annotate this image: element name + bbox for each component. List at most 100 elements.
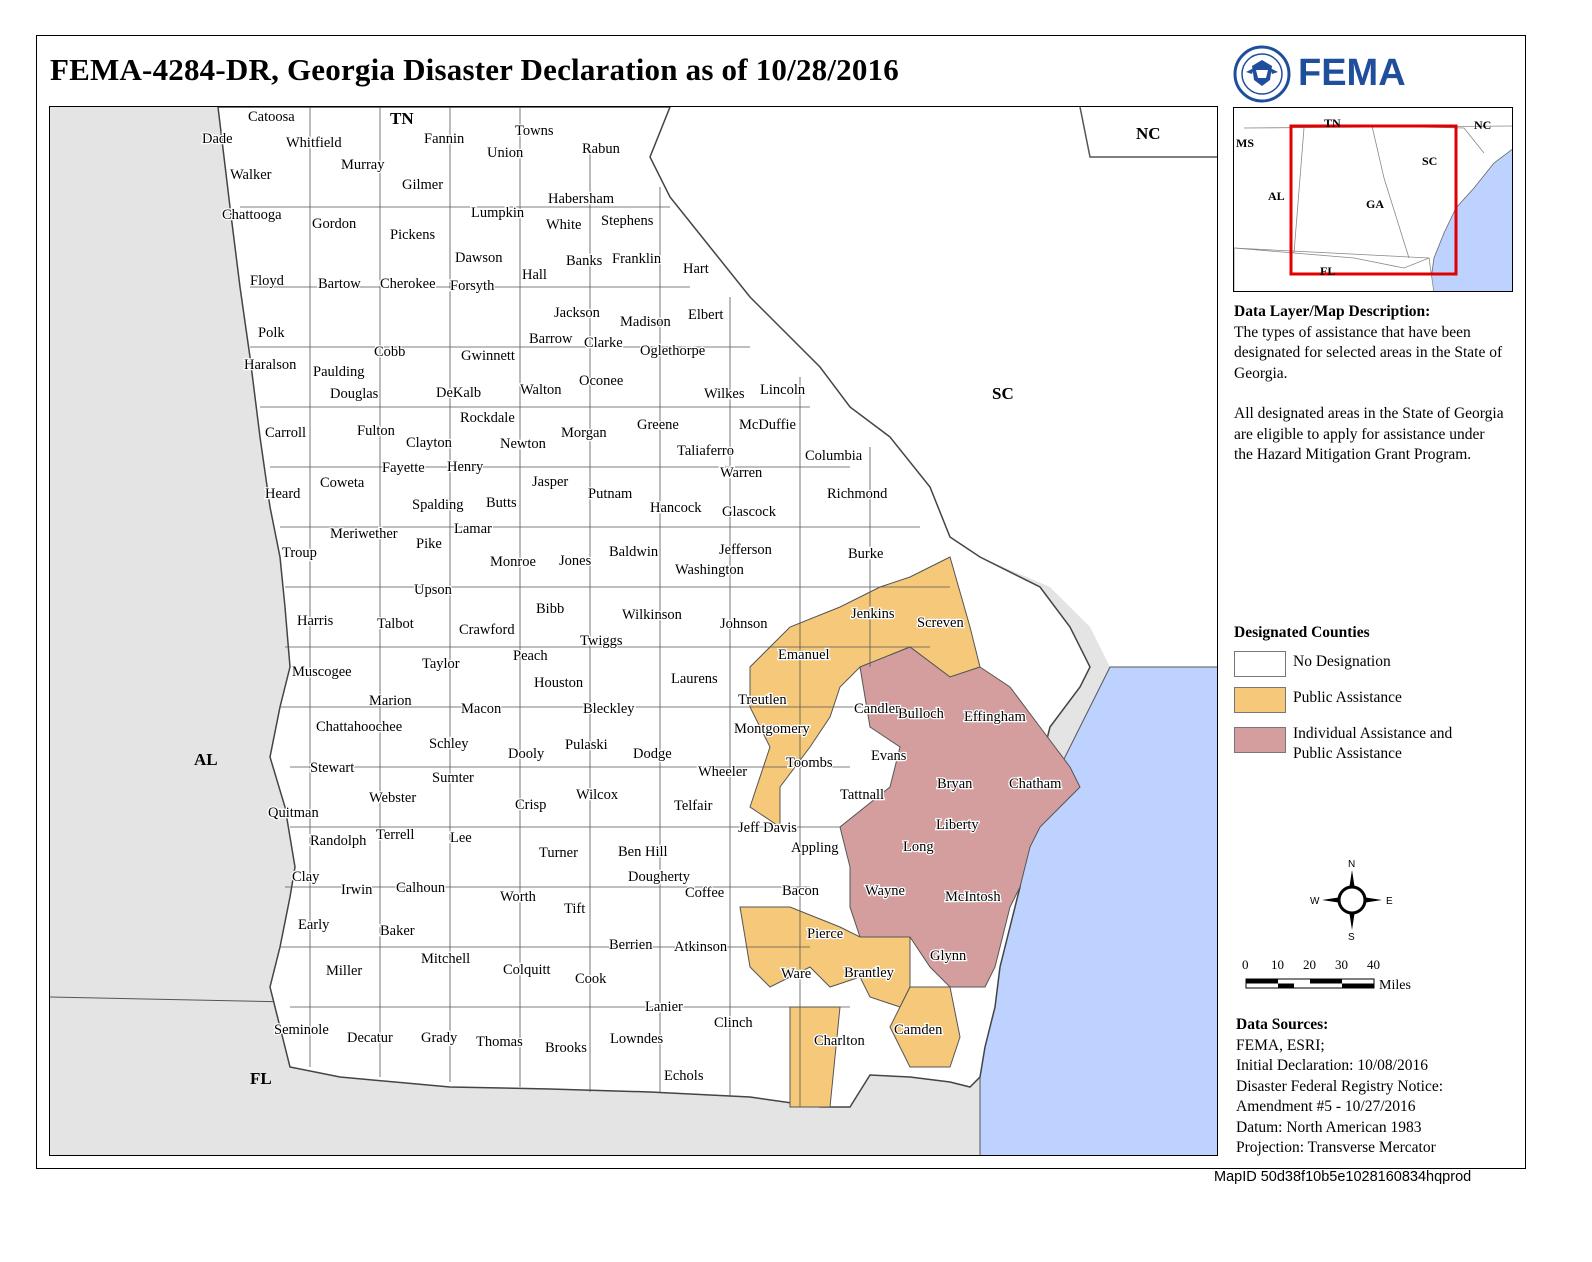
state-label-al: AL (194, 750, 218, 769)
county-label-glynn: Glynn (930, 948, 967, 964)
county-label-butts: Butts (486, 495, 517, 511)
county-label-henry: Henry (447, 459, 484, 475)
state-label-nc: NC (1136, 124, 1161, 143)
county-label-pulaski: Pulaski (565, 737, 608, 753)
county-label-dawson: Dawson (455, 250, 503, 266)
county-label-coffee: Coffee (685, 885, 724, 901)
scale-tick: 40 (1367, 957, 1380, 972)
county-label-banks: Banks (566, 253, 603, 269)
county-label-franklin: Franklin (612, 251, 662, 267)
county-label-mcduffie: McDuffie (739, 417, 796, 433)
county-label-telfair: Telfair (674, 798, 713, 814)
county-label-burke: Burke (848, 546, 883, 562)
county-label-liberty: Liberty (936, 817, 979, 833)
county-label-elbert: Elbert (688, 307, 723, 323)
county-label-upson: Upson (414, 582, 453, 598)
county-label-polk: Polk (258, 325, 285, 341)
county-label-greene: Greene (637, 417, 679, 433)
compass-s: S (1348, 932, 1355, 942)
inset-label-sc: SC (1422, 154, 1437, 168)
al-fl-border (50, 996, 291, 1003)
county-label-oconee: Oconee (579, 373, 623, 389)
county-label-calhoun: Calhoun (396, 880, 446, 896)
county-label-thomas: Thomas (476, 1034, 523, 1050)
county-label-monroe: Monroe (490, 554, 536, 570)
county-label-lamar: Lamar (454, 521, 492, 537)
county-label-meriwether: Meriwether (330, 526, 398, 542)
inset-label-al: AL (1268, 189, 1285, 203)
individual-public-assistance (839, 646, 1081, 988)
compass-n: N (1348, 859, 1355, 870)
description-text-2: All designated areas in the State of Geo… (1234, 405, 1504, 463)
county-label-newton: Newton (500, 436, 547, 452)
county-label-tift: Tift (564, 901, 585, 917)
county-label-ware: Ware (781, 966, 811, 982)
inset-canvas: TN NC MS SC AL GA FL (1234, 108, 1512, 291)
county-label-mitchell: Mitchell (421, 951, 470, 967)
county-label-colquitt: Colquitt (503, 962, 551, 978)
county-label-fannin: Fannin (424, 131, 465, 147)
scale-tick: 30 (1335, 957, 1348, 972)
county-label-pike: Pike (416, 536, 442, 552)
county-label-forsyth: Forsyth (450, 278, 495, 294)
county-label-taylor: Taylor (422, 656, 460, 672)
legend-item-public-assistance: Public Assistance (1234, 684, 1514, 720)
county-label-coweta: Coweta (320, 475, 365, 491)
county-label-effingham: Effingham (964, 709, 1026, 725)
county-label-treutlen: Treutlen (738, 692, 787, 708)
state-label-fl: FL (250, 1069, 272, 1088)
county-label-clay: Clay (292, 869, 320, 885)
compass-rose-icon: N S W E (1310, 859, 1393, 943)
county-label-brooks: Brooks (545, 1040, 587, 1056)
county-label-wilcox: Wilcox (576, 787, 619, 803)
county-label-camden: Camden (894, 1022, 943, 1038)
map-description: Data Layer/Map Description: The types of… (1234, 302, 1504, 466)
county-label-houston: Houston (534, 675, 584, 691)
county-label-bibb: Bibb (536, 601, 564, 617)
county-label-bryan: Bryan (937, 776, 973, 792)
county-label-madison: Madison (620, 314, 672, 330)
county-label-white: White (546, 217, 581, 233)
county-label-stephens: Stephens (601, 213, 654, 229)
source-line: Initial Declaration: 10/08/2016 (1236, 1057, 1428, 1074)
legend-item-individual-public-assistance: Individual Assistance and Public Assista… (1234, 720, 1514, 764)
county-label-jackson: Jackson (554, 305, 601, 321)
county-lines (240, 107, 950, 1107)
county-label-randolph: Randolph (310, 833, 367, 849)
legend: Designated Counties No Designation Publi… (1234, 624, 1514, 764)
county-label-columbia: Columbia (805, 448, 863, 464)
county-label-chatham: Chatham (1009, 776, 1062, 792)
county-label-dodge: Dodge (633, 746, 672, 762)
county-label-pierce: Pierce (807, 926, 843, 942)
county-label-atkinson: Atkinson (674, 939, 728, 955)
county-label-lee: Lee (450, 830, 472, 846)
source-line: Amendment #5 - 10/27/2016 (1236, 1098, 1416, 1115)
county-label-crisp: Crisp (515, 797, 546, 813)
county-label-fayette: Fayette (382, 460, 425, 476)
county-label-cherokee: Cherokee (380, 276, 436, 292)
main-map[interactable]: TN NC SC AL FL Catoosa Dade Whitfield Murra… (49, 106, 1218, 1156)
legend-item-no-designation: No Designation (1234, 648, 1514, 684)
county-label-towns: Towns (515, 123, 554, 139)
county-label-jasper: Jasper (532, 474, 568, 490)
source-line: Projection: Transverse Mercator (1236, 1139, 1436, 1156)
county-label-wheeler: Wheeler (698, 764, 747, 780)
nc-border (1079, 107, 1217, 158)
county-label-ben-hill: Ben Hill (618, 844, 668, 860)
county-label-appling: Appling (791, 840, 839, 856)
county-label-worth: Worth (500, 889, 537, 905)
sc-land (640, 107, 1217, 667)
description-heading: Data Layer/Map Description: (1234, 303, 1431, 320)
county-label-gilmer: Gilmer (402, 177, 443, 193)
compass-e: E (1386, 896, 1393, 907)
inset-label-fl: FL (1320, 264, 1335, 278)
legend-swatch-public-assistance (1234, 687, 1286, 713)
state-label-sc: SC (992, 384, 1014, 403)
dhs-seal-icon (1233, 45, 1291, 103)
county-label-haralson: Haralson (244, 357, 297, 373)
county-label-johnson: Johnson (720, 616, 768, 632)
county-label-echols: Echols (664, 1068, 704, 1084)
county-label-putnam: Putnam (588, 486, 633, 502)
county-label-carroll: Carroll (265, 425, 306, 441)
legend-swatch-no-designation (1234, 651, 1286, 677)
